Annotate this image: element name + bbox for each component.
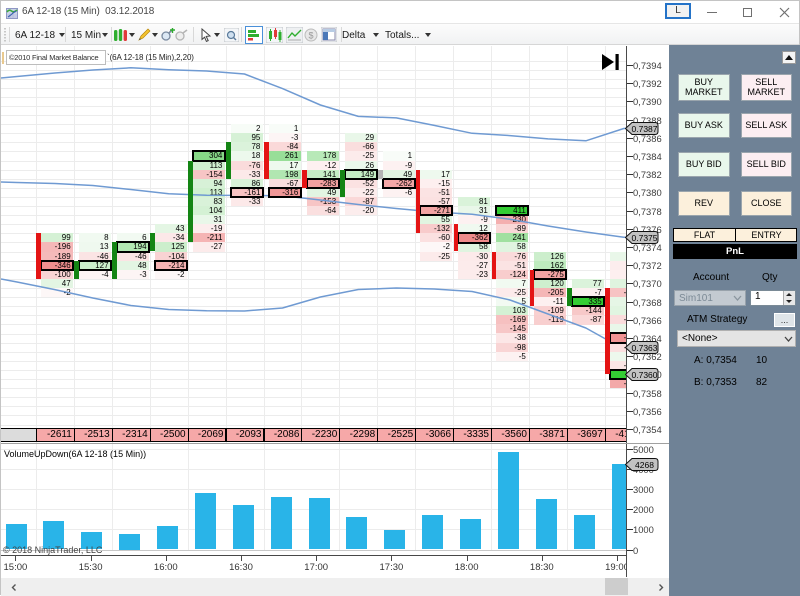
svg-text:0.7360: 0.7360 bbox=[632, 370, 658, 380]
svg-text:0.7375: 0.7375 bbox=[632, 233, 658, 243]
svg-text:0.7387: 0.7387 bbox=[632, 124, 658, 134]
svg-text:$: $ bbox=[308, 31, 313, 41]
svg-text:4268: 4268 bbox=[635, 460, 654, 470]
svg-text:0.7363: 0.7363 bbox=[632, 343, 658, 353]
